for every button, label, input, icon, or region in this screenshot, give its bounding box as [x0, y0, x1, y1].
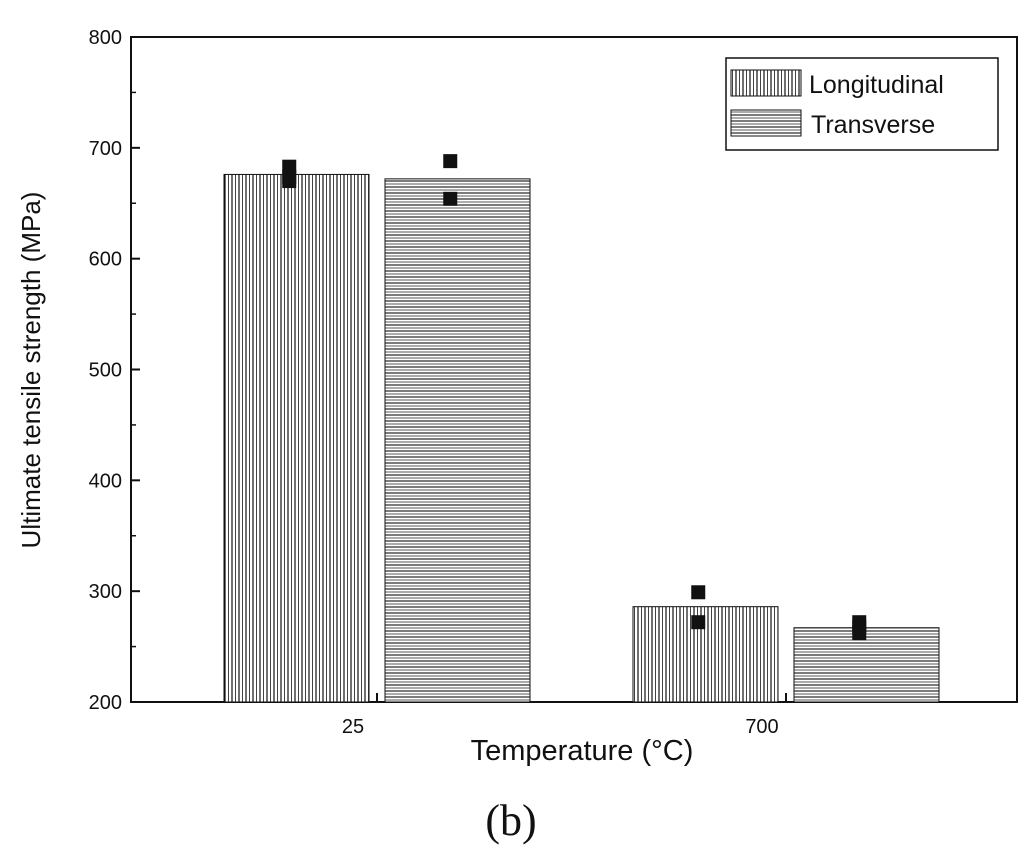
bar-longitudinal-700	[632, 606, 779, 703]
data-point-longitudinal-25	[282, 174, 297, 189]
legend-label-longitudinal: Longitudinal	[809, 71, 944, 99]
y-tick-label: 400	[89, 470, 122, 492]
x-tick-label: 700	[745, 716, 778, 738]
data-points-group	[282, 154, 867, 641]
y-tick-label: 300	[89, 581, 122, 603]
y-tick-label: 500	[89, 360, 122, 382]
data-point-transverse-25	[443, 191, 458, 206]
bar-longitudinal-25	[223, 173, 370, 703]
legend: Longitudinal Transverse	[725, 57, 999, 151]
x-axis-label: Temperature (°C)	[471, 735, 694, 767]
y-axis-label: Ultimate tensile strength (MPa)	[16, 192, 46, 549]
bar-transverse-25	[384, 178, 531, 703]
y-axis: 200 300 400 500 600 700 800	[89, 27, 140, 714]
data-point-transverse-25	[443, 154, 458, 169]
x-tick-label: 25	[342, 716, 364, 738]
data-point-transverse-700	[852, 626, 867, 641]
y-tick-label: 600	[89, 249, 122, 271]
bar-transverse-700	[793, 627, 940, 703]
x-axis: 25 700	[342, 693, 787, 738]
data-point-longitudinal-700	[691, 615, 706, 630]
y-tick-label: 700	[89, 138, 122, 160]
legend-swatch-transverse	[730, 109, 802, 137]
y-tick-label: 200	[89, 692, 122, 714]
bars-group	[223, 173, 940, 703]
y-tick-label: 800	[89, 27, 122, 49]
panel-label: (b)	[485, 796, 536, 845]
legend-label-transverse: Transverse	[811, 111, 935, 139]
legend-swatch-longitudinal	[730, 69, 802, 97]
data-point-longitudinal-700	[691, 585, 706, 600]
